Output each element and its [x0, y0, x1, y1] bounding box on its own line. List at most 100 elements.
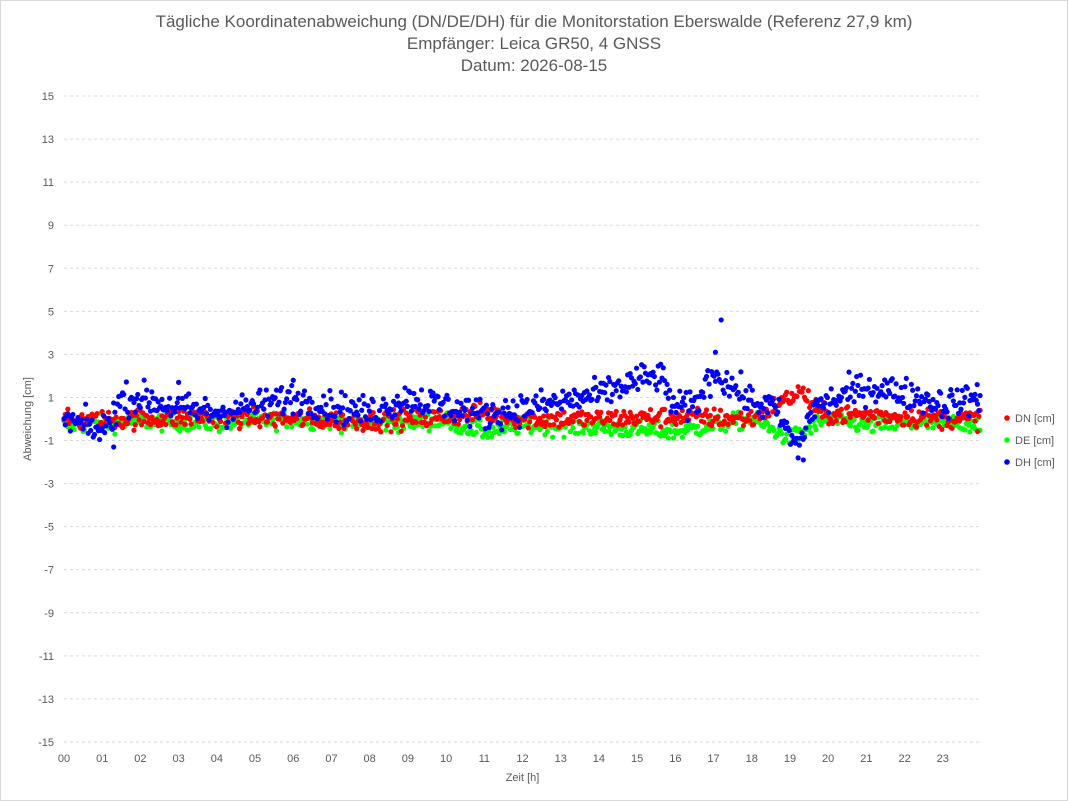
data-point-dh	[664, 381, 670, 388]
data-point-dh	[706, 381, 712, 387]
data-point-dh	[944, 409, 950, 415]
data-point-dh	[543, 408, 549, 414]
data-point-dh	[126, 415, 132, 421]
data-point-dn	[469, 417, 476, 423]
data-point-dh	[810, 401, 817, 408]
data-point-de	[207, 426, 213, 432]
data-point-de	[463, 423, 469, 429]
data-point-dh	[689, 404, 696, 410]
data-point-dn	[588, 414, 594, 420]
data-point-dh	[469, 405, 476, 411]
data-point-dh	[912, 398, 918, 404]
data-point-dh	[949, 392, 955, 398]
data-point-dn	[717, 407, 724, 413]
data-point-dh	[445, 396, 451, 402]
data-point-de	[857, 421, 864, 427]
data-point-dh	[627, 371, 633, 377]
data-point-dh	[818, 396, 824, 402]
data-point-dn	[287, 419, 294, 426]
data-point-dh	[467, 423, 473, 430]
data-point-dh	[102, 430, 108, 436]
data-point-dh	[957, 400, 963, 406]
data-point-dh	[417, 402, 423, 408]
data-point-dh	[109, 426, 115, 432]
data-point-dh	[939, 413, 945, 420]
data-point-dh	[605, 374, 612, 381]
data-point-dh	[376, 407, 383, 414]
data-point-dh	[473, 397, 479, 403]
data-point-dh	[483, 402, 490, 408]
data-point-dh	[889, 376, 895, 382]
data-point-dn	[581, 422, 587, 428]
data-point-dh	[972, 391, 978, 398]
data-point-de	[870, 428, 876, 434]
data-point-dn	[556, 424, 562, 430]
data-point-dh	[820, 405, 827, 411]
data-point-dh	[416, 406, 422, 412]
data-point-dh	[707, 393, 713, 400]
legend-label-de: DE [cm]	[1015, 435, 1054, 447]
data-point-dh	[976, 408, 982, 414]
data-point-dh	[408, 408, 414, 414]
data-point-dh	[633, 365, 640, 371]
data-point-dh	[146, 400, 152, 406]
data-point-dh	[194, 415, 201, 421]
data-point-de	[567, 428, 573, 435]
data-point-dh	[457, 409, 463, 415]
data-point-dh	[278, 384, 285, 391]
data-point-dh	[500, 405, 506, 411]
data-point-dh	[436, 406, 442, 413]
data-point-dh	[575, 392, 581, 398]
data-point-dh	[365, 403, 371, 409]
data-point-dn	[626, 419, 632, 425]
data-point-dn	[551, 422, 557, 428]
data-point-dh	[346, 416, 352, 422]
data-point-dh	[749, 387, 755, 393]
data-point-dn	[239, 414, 245, 420]
data-point-dh	[356, 397, 362, 403]
y-tick-label: 1	[48, 392, 54, 404]
data-point-dh	[910, 387, 916, 393]
data-point-dh	[558, 406, 565, 412]
data-point-dh	[932, 406, 939, 412]
data-point-de	[473, 429, 479, 436]
data-point-dh	[521, 413, 528, 419]
data-point-dh	[91, 431, 98, 438]
data-point-de	[515, 430, 521, 436]
x-axis-title: Zeit [h]	[506, 772, 540, 784]
data-point-dh	[541, 396, 547, 402]
data-point-dh	[294, 397, 300, 403]
data-point-dh	[977, 392, 983, 399]
data-point-dh	[133, 396, 140, 402]
data-point-dh	[394, 393, 400, 399]
data-point-dn	[257, 424, 263, 430]
data-point-dn	[619, 422, 626, 428]
data-point-dh	[289, 382, 295, 389]
data-point-dh	[866, 376, 872, 383]
data-point-dh	[284, 396, 290, 402]
chart-subtitle: Empfänger: Leica GR50, 4 GNSS	[406, 34, 662, 53]
data-point-de	[327, 426, 333, 432]
data-point-dn	[337, 419, 343, 425]
data-point-dh	[499, 427, 505, 433]
data-point-de	[619, 433, 626, 439]
data-point-dh	[955, 410, 962, 417]
data-point-dh	[383, 401, 389, 407]
data-point-de	[778, 431, 785, 437]
data-point-de	[771, 427, 777, 433]
data-point-dh	[650, 369, 656, 375]
data-point-dn	[65, 406, 71, 412]
data-point-dn	[210, 419, 216, 425]
data-point-dh	[623, 389, 629, 395]
data-point-dh	[801, 434, 808, 441]
data-point-dh	[646, 380, 652, 386]
data-point-dn	[557, 412, 563, 418]
data-point-dh	[848, 385, 855, 391]
data-point-dh	[566, 391, 572, 397]
data-point-dh	[796, 442, 803, 448]
data-point-dh	[418, 387, 425, 393]
data-point-dh	[808, 409, 814, 416]
data-point-dn	[179, 415, 185, 421]
data-point-dh	[100, 412, 107, 419]
data-point-dh	[276, 399, 282, 405]
